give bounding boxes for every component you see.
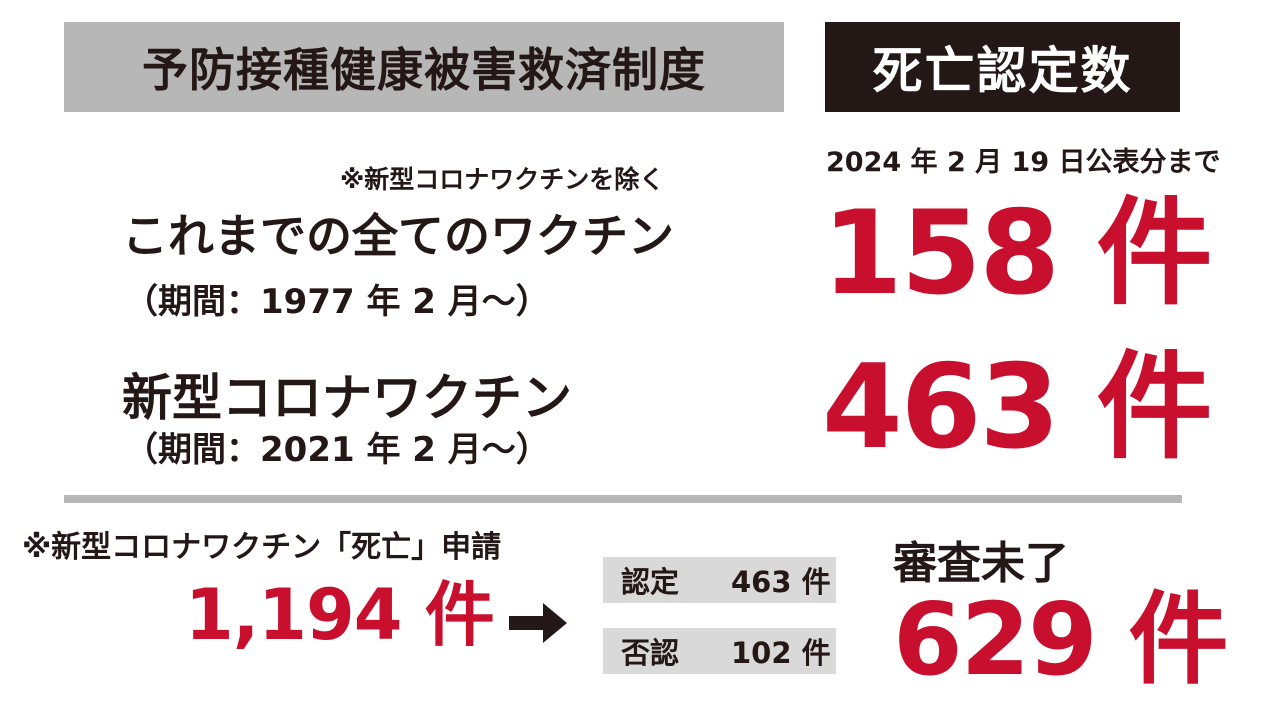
- covid-vaccine-count: 463 件: [822, 340, 1213, 475]
- all-vaccines-period: （期間：1977 年 2 月〜）: [124, 282, 550, 322]
- exclusion-note: ※新型コロナワクチンを除く: [340, 165, 665, 194]
- approved-pill: 認定 463 件: [603, 557, 836, 603]
- pending-review-count: 629 件: [893, 581, 1229, 698]
- as-of-date-note: 2024 年 2 月 19 日公表分まで: [826, 147, 1221, 178]
- denied-value: 102 件: [731, 636, 831, 670]
- denied-pill: 否認 102 件: [603, 628, 836, 674]
- death-applications-total: 1,194 件: [185, 574, 495, 656]
- system-title-box: 予防接種健康被害救済制度: [64, 22, 784, 112]
- approved-value: 463 件: [731, 565, 831, 599]
- covid-vaccine-label: 新型コロナワクチン: [122, 369, 572, 427]
- covid-vaccine-period: （期間：2021 年 2 月〜）: [124, 430, 550, 470]
- approved-key: 認定: [621, 565, 680, 599]
- death-applications-label: ※新型コロナワクチン「死亡」申請: [22, 530, 502, 565]
- right-arrow-icon: [509, 603, 567, 643]
- all-vaccines-label: これまでの全てのワクチン: [122, 209, 674, 263]
- all-vaccines-count: 158 件: [822, 186, 1213, 321]
- system-title: 予防接種健康被害救済制度: [142, 43, 706, 97]
- denied-key: 否認: [621, 636, 680, 670]
- section-divider: [64, 495, 1182, 503]
- badge-title: 死亡認定数: [872, 42, 1133, 100]
- death-certification-badge: 死亡認定数: [825, 22, 1180, 112]
- pending-review-label: 審査未了: [893, 538, 1069, 589]
